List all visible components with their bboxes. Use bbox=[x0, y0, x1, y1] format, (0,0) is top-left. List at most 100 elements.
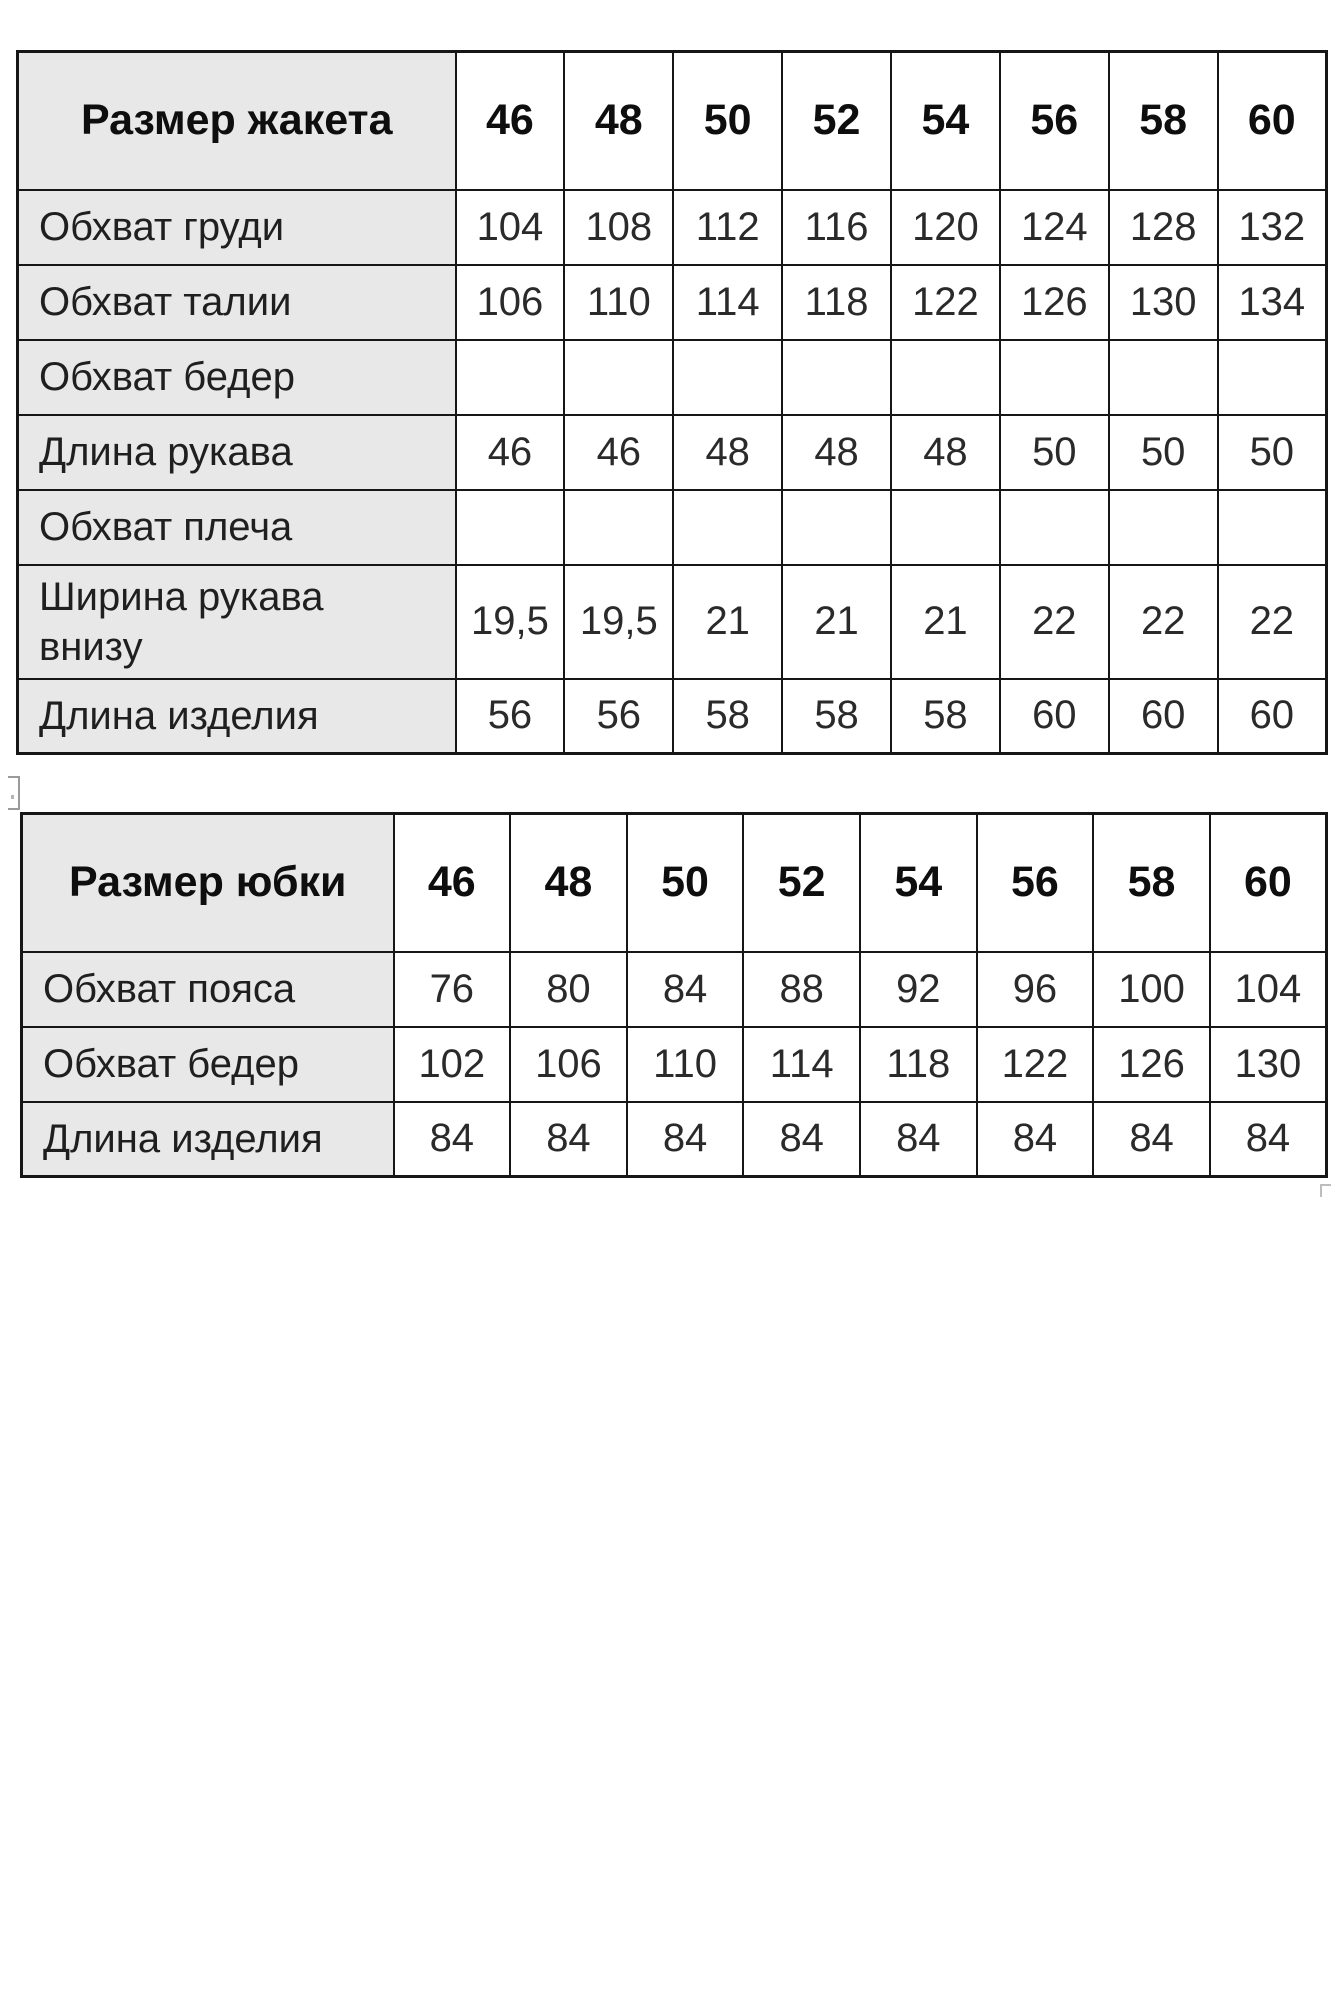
size-value: 56 bbox=[563, 677, 675, 755]
size-value bbox=[998, 338, 1110, 416]
size-column-header: 50 bbox=[625, 812, 745, 953]
size-value: 50 bbox=[1216, 413, 1328, 491]
bracket-scan-artifact bbox=[8, 776, 20, 810]
size-column-header: 56 bbox=[975, 812, 1095, 953]
size-value: 100 bbox=[1092, 950, 1211, 1028]
corner-scan-artifact bbox=[1320, 1184, 1331, 1197]
size-value: 22 bbox=[1107, 563, 1219, 680]
size-value bbox=[1107, 338, 1219, 416]
size-value: 76 bbox=[392, 950, 512, 1028]
size-value: 88 bbox=[742, 950, 861, 1028]
size-column-header: 56 bbox=[998, 50, 1110, 191]
size-value: 84 bbox=[975, 1100, 1095, 1178]
size-value: 48 bbox=[781, 413, 892, 491]
size-value: 21 bbox=[781, 563, 892, 680]
size-column-header: 60 bbox=[1216, 50, 1328, 191]
size-value: 60 bbox=[1216, 677, 1328, 755]
skirt-size-table: Размер юбки 46 48 50 52 54 56 58 60 Обхв… bbox=[20, 812, 1328, 1178]
size-value: 104 bbox=[454, 188, 566, 266]
table-row: Обхват плеча bbox=[16, 488, 1328, 566]
size-value: 84 bbox=[509, 1100, 628, 1178]
size-value: 124 bbox=[998, 188, 1110, 266]
size-value: 22 bbox=[1216, 563, 1328, 680]
size-value: 46 bbox=[563, 413, 675, 491]
size-value: 118 bbox=[859, 1025, 978, 1103]
size-value: 130 bbox=[1208, 1025, 1328, 1103]
size-value: 122 bbox=[975, 1025, 1095, 1103]
size-value: 112 bbox=[672, 188, 784, 266]
row-label: Обхват плеча bbox=[16, 488, 457, 566]
size-value bbox=[781, 338, 892, 416]
size-value: 50 bbox=[998, 413, 1110, 491]
size-value bbox=[563, 488, 675, 566]
size-value bbox=[672, 338, 784, 416]
size-value bbox=[672, 488, 784, 566]
size-column-header: 50 bbox=[672, 50, 784, 191]
size-value: 132 bbox=[1216, 188, 1328, 266]
size-value: 96 bbox=[975, 950, 1095, 1028]
size-value: 84 bbox=[625, 950, 745, 1028]
size-value: 126 bbox=[998, 263, 1110, 341]
size-value bbox=[890, 488, 1001, 566]
size-value: 84 bbox=[1092, 1100, 1211, 1178]
size-value: 46 bbox=[454, 413, 566, 491]
size-value: 19,5 bbox=[563, 563, 675, 680]
size-column-header: 58 bbox=[1107, 50, 1219, 191]
table-row: Длина изделия 56 56 58 58 58 60 60 60 bbox=[16, 677, 1328, 755]
row-label: Обхват груди bbox=[16, 188, 457, 266]
size-value: 48 bbox=[672, 413, 784, 491]
size-value: 110 bbox=[625, 1025, 745, 1103]
row-label: Обхват бедер bbox=[20, 1025, 395, 1103]
size-value: 80 bbox=[509, 950, 628, 1028]
size-value: 106 bbox=[509, 1025, 628, 1103]
table-row: Ширина рукава внизу 19,5 19,5 21 21 21 2… bbox=[16, 563, 1328, 680]
size-value: 84 bbox=[1208, 1100, 1328, 1178]
size-column-header: 54 bbox=[859, 812, 978, 953]
size-value: 58 bbox=[890, 677, 1001, 755]
size-value: 21 bbox=[672, 563, 784, 680]
row-label: Длина изделия bbox=[20, 1100, 395, 1178]
size-value: 22 bbox=[998, 563, 1110, 680]
size-value: 58 bbox=[781, 677, 892, 755]
size-value bbox=[1107, 488, 1219, 566]
size-value: 110 bbox=[563, 263, 675, 341]
size-value: 19,5 bbox=[454, 563, 566, 680]
size-value: 104 bbox=[1208, 950, 1328, 1028]
size-value: 56 bbox=[454, 677, 566, 755]
table-row: Длина изделия 84 84 84 84 84 84 84 84 bbox=[20, 1100, 1328, 1178]
size-value: 134 bbox=[1216, 263, 1328, 341]
row-label: Ширина рукава внизу bbox=[16, 563, 457, 680]
size-value bbox=[454, 488, 566, 566]
size-column-header: 46 bbox=[454, 50, 566, 191]
size-value: 48 bbox=[890, 413, 1001, 491]
size-value: 60 bbox=[998, 677, 1110, 755]
size-column-header: 52 bbox=[742, 812, 861, 953]
size-value: 120 bbox=[890, 188, 1001, 266]
skirt-header-row: Размер юбки 46 48 50 52 54 56 58 60 bbox=[20, 812, 1328, 953]
size-value: 130 bbox=[1107, 263, 1219, 341]
size-column-header: 54 bbox=[890, 50, 1001, 191]
size-value: 114 bbox=[672, 263, 784, 341]
size-value bbox=[1216, 338, 1328, 416]
table-row: Обхват груди 104 108 112 116 120 124 128… bbox=[16, 188, 1328, 266]
jacket-table-title: Размер жакета bbox=[16, 50, 457, 191]
size-value bbox=[890, 338, 1001, 416]
size-value: 106 bbox=[454, 263, 566, 341]
table-row: Обхват бедер 102 106 110 114 118 122 126… bbox=[20, 1025, 1328, 1103]
size-column-header: 60 bbox=[1208, 812, 1328, 953]
size-value: 122 bbox=[890, 263, 1001, 341]
size-value: 108 bbox=[563, 188, 675, 266]
size-value: 118 bbox=[781, 263, 892, 341]
size-value: 126 bbox=[1092, 1025, 1211, 1103]
table-row: Обхват талии 106 110 114 118 122 126 130… bbox=[16, 263, 1328, 341]
size-value bbox=[454, 338, 566, 416]
table-row: Длина рукава 46 46 48 48 48 50 50 50 bbox=[16, 413, 1328, 491]
row-label: Обхват пояса bbox=[20, 950, 395, 1028]
dot-scan-artifact bbox=[11, 795, 14, 799]
jacket-header-row: Размер жакета 46 48 50 52 54 56 58 60 bbox=[16, 50, 1328, 191]
size-value: 102 bbox=[392, 1025, 512, 1103]
size-value bbox=[563, 338, 675, 416]
size-value: 92 bbox=[859, 950, 978, 1028]
size-value: 58 bbox=[672, 677, 784, 755]
size-value: 84 bbox=[392, 1100, 512, 1178]
